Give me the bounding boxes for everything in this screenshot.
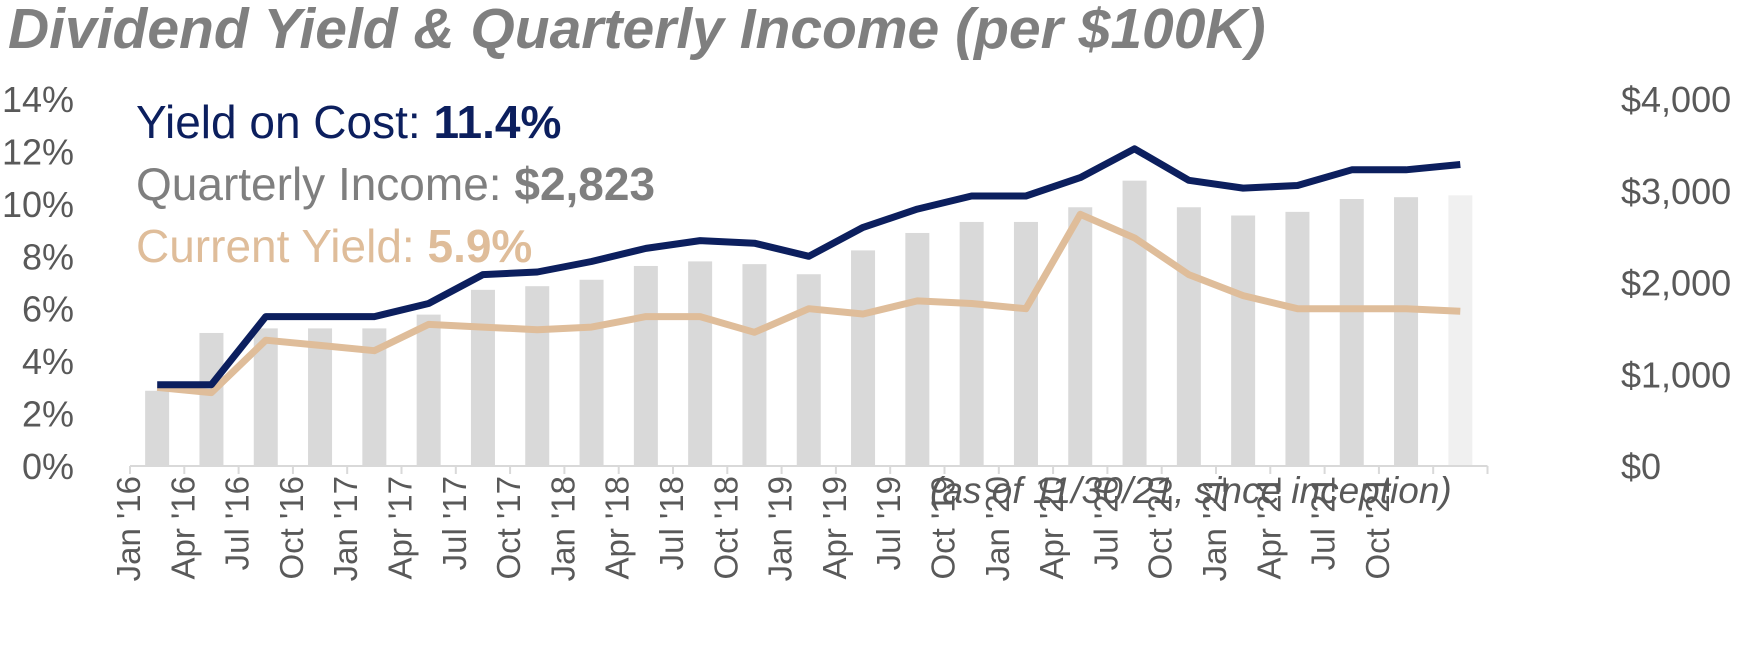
y-left-tick-label: 10%: [2, 184, 74, 225]
yield-on-cost-callout: Yield on Cost: 11.4%: [136, 95, 561, 149]
y-right-tick-label: $1,000: [1621, 354, 1731, 395]
x-tick-label: Apr '21: [1250, 476, 1287, 580]
quarterly-income-callout: Quarterly Income: $2,823: [136, 157, 655, 211]
y-right-tick-label: $0: [1621, 446, 1661, 487]
income-bar: [1285, 211, 1310, 466]
y-right-tick-label: $2,000: [1621, 263, 1731, 304]
x-tick-label: Oct '21: [1359, 476, 1396, 580]
chart-title: Dividend Yield & Quarterly Income (per $…: [8, 0, 1266, 61]
income-bar: [1231, 215, 1256, 466]
income-bar: [145, 390, 170, 466]
x-tick-label: Jul '21: [1305, 476, 1342, 570]
x-tick-label: Oct '17: [490, 476, 527, 580]
x-tick-label: Jan '20: [979, 476, 1016, 581]
x-axis: Jan '16 Apr '16 Jul '16 Oct '16 Jan '17 Apr '…: [110, 476, 1396, 581]
x-tick-label: Jul '16: [219, 476, 256, 570]
x-tick-label: Jul '18: [653, 476, 690, 570]
y-left-tick-label: 12%: [2, 131, 74, 172]
x-tick-label: Apr '19: [816, 476, 853, 580]
income-bar: [796, 274, 821, 466]
yield-on-cost-label: Yield on Cost:: [136, 96, 434, 148]
income-bar: [199, 332, 224, 466]
income-bars: [145, 180, 1473, 467]
x-tick-label: Apr '16: [164, 476, 201, 580]
y-left-tick-label: 0%: [22, 446, 74, 487]
income-bar: [742, 264, 767, 466]
x-tick-label: Oct '20: [1142, 476, 1179, 580]
income-bar: [525, 286, 550, 466]
quarterly-income-label: Quarterly Income:: [136, 158, 515, 210]
y-left-tick-label: 6%: [22, 289, 74, 330]
income-bar: [1122, 180, 1147, 466]
x-tick-label: Apr '18: [599, 476, 636, 580]
income-bar: [959, 221, 984, 466]
current-yield-line: [156, 210, 1461, 397]
x-tick-label: Jul '20: [1087, 476, 1124, 570]
x-tick-label: Jul '17: [436, 476, 473, 570]
x-tick-label: Oct '19: [925, 476, 962, 580]
current-yield-value: 5.9%: [427, 220, 533, 272]
yield-lines: [156, 145, 1461, 397]
y-axis-right: $0 $1,000 $2,000 $3,000 $4,000: [1621, 79, 1731, 487]
x-tick-label: Jan '18: [544, 476, 581, 581]
income-bar: [1013, 221, 1038, 466]
y-left-tick-label: 4%: [22, 341, 74, 382]
income-bar: [688, 261, 713, 466]
income-bar: [1448, 195, 1473, 466]
income-bar: [851, 250, 876, 466]
x-axis-ticks: [129, 466, 1489, 474]
x-tick-label: Jan '16: [110, 476, 147, 581]
y-left-tick-label: 2%: [22, 394, 74, 435]
income-bar: [1339, 199, 1364, 466]
as-of-note: (as of 11/30/21, since inception): [930, 470, 1452, 511]
income-bar: [1394, 197, 1419, 467]
x-tick-label: Oct '18: [707, 476, 744, 580]
income-bar: [579, 279, 604, 466]
x-tick-label: Apr '20: [1033, 476, 1070, 580]
yield-on-cost-value: 11.4%: [433, 96, 562, 148]
x-tick-label: Jul '19: [870, 476, 907, 570]
y-left-tick-label: 8%: [22, 236, 74, 277]
y-right-tick-label: $4,000: [1621, 79, 1731, 120]
y-axis-left: 0% 2% 4% 6% 8% 10% 12% 14%: [2, 79, 74, 487]
income-bar: [308, 328, 333, 466]
income-bar: [1176, 207, 1201, 466]
y-left-tick-label: 14%: [2, 79, 74, 120]
yield-on-cost-line: [157, 145, 1461, 389]
current-yield-label: Current Yield:: [136, 220, 428, 272]
x-tick-label: Jan '17: [327, 476, 364, 581]
income-bar: [1068, 207, 1093, 466]
income-bar: [416, 314, 441, 466]
income-bar: [470, 289, 495, 466]
x-tick-label: Jan '19: [762, 476, 799, 581]
x-tick-label: Apr '17: [382, 476, 419, 580]
income-bar: [633, 265, 658, 466]
y-right-tick-label: $3,000: [1621, 171, 1731, 212]
current-yield-callout: Current Yield: 5.9%: [136, 219, 532, 273]
quarterly-income-value: $2,823: [514, 158, 656, 210]
x-tick-label: Oct '16: [273, 476, 310, 580]
income-bar: [905, 232, 930, 466]
x-tick-label: Jan '21: [1196, 476, 1233, 581]
